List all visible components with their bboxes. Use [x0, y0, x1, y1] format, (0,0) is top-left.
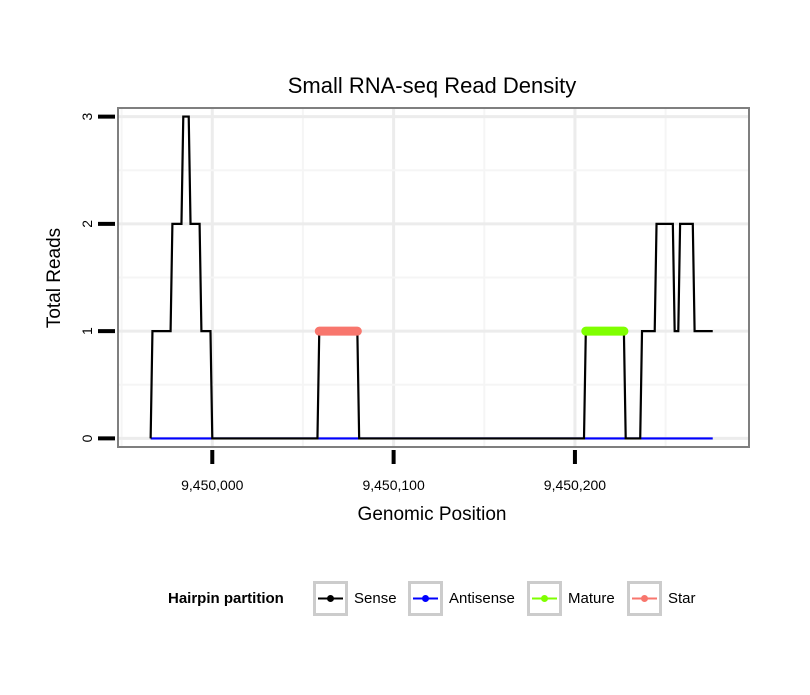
y-tick-label: 1	[79, 327, 95, 335]
x-tick-label: 9,450,100	[362, 477, 424, 493]
y-tick-label: 3	[79, 112, 95, 120]
data-layer	[149, 115, 713, 440]
panel-border	[117, 107, 750, 448]
x-tick-label: 9,450,200	[544, 477, 606, 493]
chart-title: Small RNA-seq Read Density	[288, 73, 577, 98]
x-tick-label: 9,450,000	[181, 477, 243, 493]
x-axis-label: Genomic Position	[358, 504, 507, 525]
legend-items: Sense Antisense Mature Star	[313, 581, 696, 616]
legend-key-mature-point	[541, 595, 548, 602]
legend-key-sense-point	[327, 595, 334, 602]
series-sense-line	[149, 115, 713, 440]
legend-label-antisense: Antisense	[449, 590, 515, 607]
legend-label-sense: Sense	[354, 590, 397, 607]
y-tick-label: 2	[79, 220, 95, 228]
x-axis: 9,450,000 9,450,100 9,450,200	[181, 450, 606, 493]
y-axis: 0 1 2 3	[79, 112, 115, 442]
legend: Hairpin partition Sense Antisense Mature St…	[168, 581, 696, 616]
legend-label-star: Star	[668, 590, 696, 607]
legend-key-antisense-point	[422, 595, 429, 602]
legend-label-mature: Mature	[568, 590, 615, 607]
y-axis-label: Total Reads	[44, 228, 65, 328]
legend-title: Hairpin partition	[168, 590, 284, 607]
y-tick-label: 0	[79, 434, 95, 442]
legend-key-star-point	[641, 595, 648, 602]
